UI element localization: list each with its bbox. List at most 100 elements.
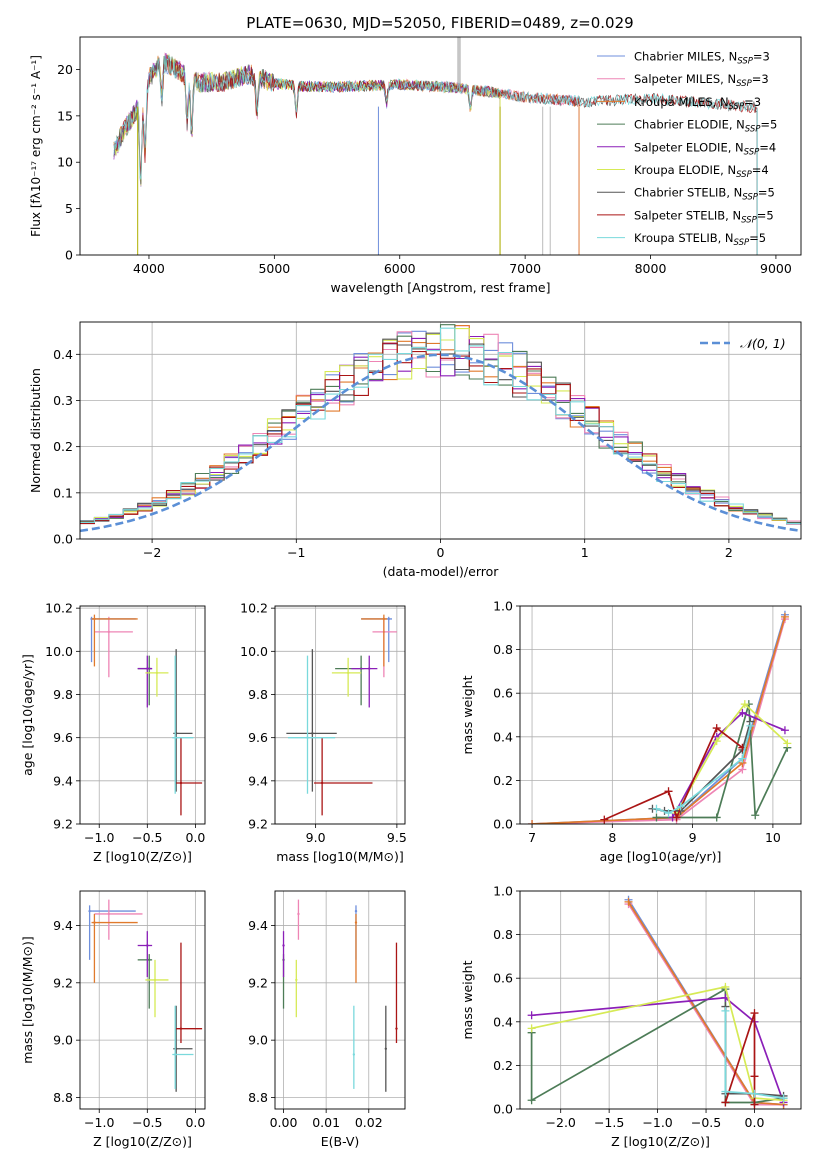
legend-label-text: Salpeter MILES, N: [634, 72, 736, 86]
x-tick-label: 1: [581, 545, 589, 560]
weight-marker: [600, 815, 609, 824]
y-tick-label: 10.2: [45, 601, 73, 616]
point-8: [352, 1053, 356, 1056]
weight-marker: [712, 813, 721, 822]
y-tick-label: 1.0: [493, 884, 513, 899]
weight-series-5: [675, 702, 788, 814]
panel-mass-vs-Z: −1.0 −0.5 0.0 8.8 9.0 9.2 9.4 Z [log10(Z/Z⊙)] ma…: [20, 890, 206, 1149]
weight-marker: [780, 612, 789, 621]
weight-marker: [527, 1096, 536, 1105]
point-1: [297, 912, 300, 916]
legend-label-6: Chabrier STELIB, NSSP=5: [634, 186, 775, 203]
legend-label-text: Kroupa STELIB, N: [634, 231, 734, 245]
spectrum-lines: [113, 37, 758, 255]
weight-marker: [527, 1011, 536, 1020]
y-tick-label: 0.2: [493, 773, 513, 788]
point-2: [382, 617, 386, 621]
x-tick-label: 4000: [133, 261, 165, 276]
x-tick-label: 0.0: [745, 1115, 765, 1130]
x-tick-label: 9: [689, 830, 697, 845]
panel-residuals: −2 −1 0 1 2 0.0 0.1 0.2 0.3 0.4 (data-model)/error…: [28, 321, 802, 579]
y-tick-label: 9.4: [248, 773, 268, 788]
point-4: [146, 667, 149, 670]
legend-label-text: Salpeter STELIB, N: [634, 208, 741, 222]
weight-lines-weight-vs-Z: [527, 895, 788, 1109]
point-7: [320, 781, 324, 785]
y-axis-label: age [log10(age/yr)]: [20, 654, 35, 776]
weight-marker: [721, 982, 730, 991]
figure-title: PLATE=0630, MJD=52050, FIBERID=0489, z=0…: [246, 14, 633, 32]
y-tick-label: 9.4: [53, 773, 73, 788]
y-tick-label: 9.0: [248, 1033, 268, 1048]
legend-subscript: SSP: [744, 147, 760, 157]
x-axis-label: Z [log10(Z/Z⊙)]: [611, 1134, 710, 1149]
legend-label-text: Kroupa MILES, N: [634, 95, 729, 109]
y-tick-label: 9.2: [248, 975, 268, 990]
point-5: [155, 671, 159, 675]
point-2: [354, 921, 358, 924]
legend-label-text: Chabrier MILES, N: [634, 50, 737, 64]
panel-weight-vs-age: 7 8 9 10 0.0 0.2 0.4 0.6 0.8 1.0 age [log10(age/yr…: [460, 599, 802, 864]
x-axis-label: E(B-V): [321, 1134, 360, 1149]
x-tick-label: 0.0: [185, 1115, 205, 1130]
y-tick-label: 8.8: [248, 1090, 268, 1105]
point-8: [173, 1053, 177, 1056]
weight-marker: [721, 1098, 730, 1107]
weight-marker: [780, 726, 789, 735]
y-tick-label: 9.2: [53, 975, 73, 990]
legend-label-suffix: =3: [752, 72, 769, 86]
y-tick-label: 0.8: [493, 927, 513, 942]
legend-label-text: Kroupa ELODIE, N: [634, 163, 736, 177]
y-tick-label: 0.4: [493, 729, 513, 744]
point-1: [107, 630, 111, 634]
y-tick-label: 9.6: [53, 730, 73, 745]
x-axis-label: Z [log10(Z/Z⊙)]: [93, 849, 192, 864]
y-axis-label: Normed distribution: [28, 368, 43, 493]
legend-label-text: Chabrier STELIB, N: [634, 186, 742, 200]
histogram-8: [80, 327, 801, 525]
y-axis-label: Flux [fλ10⁻¹⁷ erg cm⁻² s⁻¹ A⁻¹]: [29, 55, 43, 237]
y-tick-label: 0.0: [53, 532, 73, 547]
axes-frame: [79, 36, 802, 256]
weight-marker: [746, 721, 755, 730]
point-7: [179, 1027, 183, 1030]
x-axis-label: wavelength [Angstrom, rest frame]: [330, 280, 550, 295]
y-tick-label: 0: [65, 248, 73, 263]
y-tick-label: 15: [57, 108, 73, 123]
legend-label-text: Salpeter ELODIE, N: [634, 140, 744, 154]
point-7: [179, 781, 183, 785]
weight-marker: [664, 787, 673, 796]
legend-label-text: Chabrier ELODIE, N: [634, 118, 745, 132]
axes-frame: [274, 605, 406, 825]
x-tick-label: 0.01: [312, 1115, 340, 1130]
y-tick-label: 5: [65, 201, 73, 216]
point-2: [93, 617, 96, 621]
weight-marker: [527, 1024, 536, 1033]
weight-marker: [738, 754, 747, 763]
y-tick-label: 0.4: [493, 1014, 513, 1029]
point-5: [295, 978, 298, 982]
weight-marker: [750, 1089, 759, 1098]
legend-label-4: Salpeter ELODIE, NSSP=4: [634, 140, 776, 157]
y-tick-label: 8.8: [53, 1090, 73, 1105]
y-tick-label: 0.2: [53, 439, 73, 454]
weight-marker: [528, 820, 537, 824]
y-tick-label: 9.8: [53, 687, 73, 702]
legend-label-suffix: =5: [758, 186, 775, 200]
x-tick-label: 2: [725, 545, 733, 560]
weight-marker: [721, 1006, 730, 1015]
point-4: [146, 944, 149, 947]
y-axis-label: mass [log10(M/M⊙)]: [20, 936, 35, 1064]
legend-label-1: Salpeter MILES, NSSP=3: [634, 72, 769, 89]
legend-subscript: SSP: [736, 170, 752, 180]
point-7: [395, 1027, 398, 1030]
x-tick-label: −1: [287, 545, 305, 560]
points-mass-vs-EBV: [282, 899, 398, 1092]
x-axis-label: age [log10(age/yr)]: [600, 849, 722, 864]
weight-marker: [676, 802, 685, 811]
axes-frame: [519, 890, 802, 1110]
y-tick-label: 9.2: [248, 817, 268, 832]
point-3: [148, 958, 151, 962]
point-2: [93, 921, 96, 924]
